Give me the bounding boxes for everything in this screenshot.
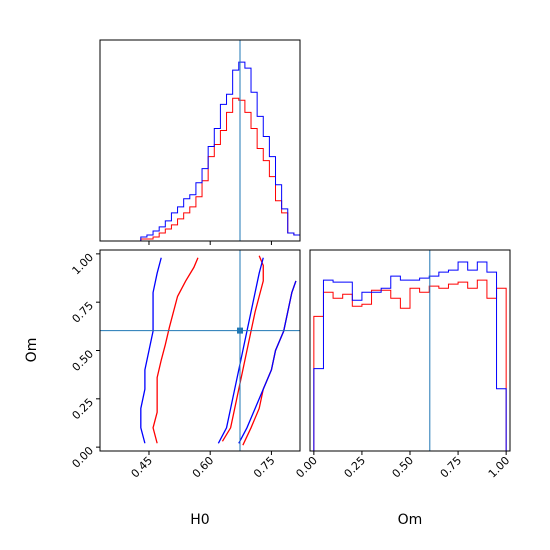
h0-histogram-panel bbox=[99, 39, 301, 245]
x-axis-label-om: Om bbox=[398, 512, 423, 528]
contour-x-tick-label: 0.45 bbox=[129, 454, 156, 481]
om-histogram-x-tick-label: 0.75 bbox=[438, 454, 465, 481]
om-histogram-panel: 0.00 0.25 0.50 0.75 1.00 bbox=[293, 249, 513, 481]
contour-y-tick-label: 0.25 bbox=[70, 396, 97, 423]
contour-line-red bbox=[152, 257, 199, 444]
om-histogram-series-blue bbox=[313, 261, 507, 451]
contour-y-tick-label: 0.00 bbox=[70, 444, 97, 471]
om-histogram-x-tick-label: 0.25 bbox=[342, 454, 369, 481]
x-axis-label-h0: H0 bbox=[190, 512, 209, 528]
contour-line-blue bbox=[238, 280, 297, 444]
contour-y-tick-label: 1.00 bbox=[70, 251, 97, 278]
contour-line-blue bbox=[217, 257, 264, 444]
h0-om-contour-panel: 0.45 0.60 0.75 0.00 0.25 0.50 0.75 1.00 bbox=[70, 249, 301, 481]
om-histogram-series-red bbox=[313, 279, 507, 451]
contour-truth-marker bbox=[237, 327, 243, 334]
h0-om-contour-frame bbox=[99, 249, 301, 452]
om-histogram-x-tick-label: 0.50 bbox=[390, 454, 417, 481]
contour-line-red bbox=[242, 280, 297, 446]
h0-histogram-series-blue bbox=[104, 61, 301, 242]
contour-x-tick-label: 0.60 bbox=[190, 454, 217, 481]
h0-histogram-frame bbox=[99, 39, 301, 242]
om-histogram-x-tick-label: 1.00 bbox=[486, 454, 513, 481]
y-axis-label-om: Om bbox=[24, 338, 40, 363]
contour-line-red bbox=[221, 255, 264, 442]
om-histogram-x-tick-label: 0.00 bbox=[293, 454, 320, 481]
contour-x-tick-label: 0.75 bbox=[251, 454, 278, 481]
contour-y-tick-label: 0.50 bbox=[70, 347, 97, 374]
contour-line-blue bbox=[140, 257, 162, 444]
h0-histogram-series-red bbox=[104, 97, 301, 242]
contour-y-tick-label: 0.75 bbox=[70, 299, 97, 326]
